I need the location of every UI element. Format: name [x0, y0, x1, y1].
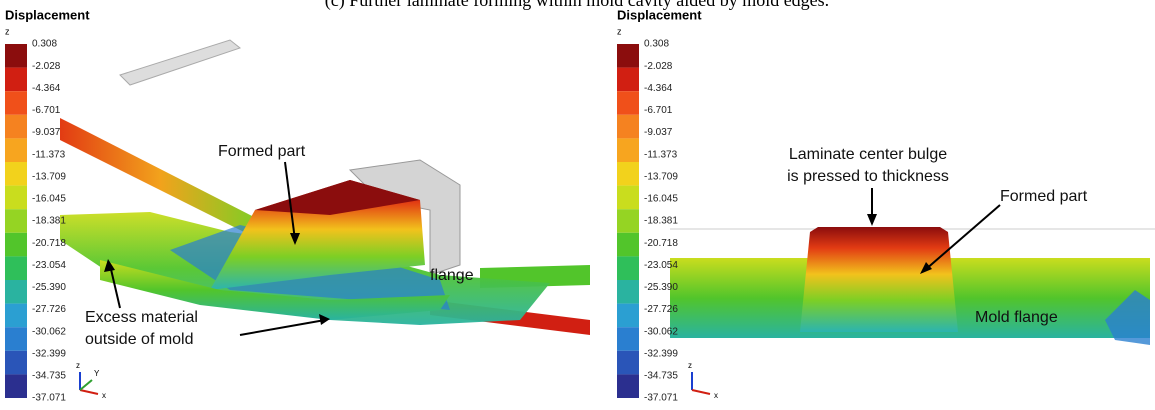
- triad-label: Y: [94, 369, 100, 378]
- legend-swatch: [5, 256, 27, 280]
- legend-value: -2.028: [644, 61, 673, 72]
- legend-value: -20.718: [644, 238, 678, 249]
- legend-value: -34.735: [644, 371, 678, 382]
- triad-axis: [80, 380, 92, 390]
- legend-value: -32.399: [32, 348, 66, 359]
- legend-swatch: [617, 209, 639, 233]
- legend-value: -6.701: [644, 105, 673, 116]
- legend-value: -23.054: [644, 260, 678, 271]
- legend-swatch: [5, 351, 27, 375]
- legend-value: -11.373: [32, 149, 66, 160]
- legend-value: -2.028: [32, 61, 61, 72]
- legend-value: -25.390: [644, 282, 678, 293]
- legend-swatch: [5, 327, 27, 351]
- triad-axis: [692, 390, 710, 394]
- legend-swatch: [617, 138, 639, 162]
- legend-swatch: [5, 280, 27, 304]
- axis-label: z: [5, 26, 10, 36]
- legend-value: -27.726: [32, 304, 66, 315]
- legend-value: -6.701: [32, 105, 61, 116]
- triad-label: x: [714, 391, 718, 400]
- legend-swatch: [617, 68, 639, 92]
- legend-swatch: [5, 115, 27, 139]
- legend-value: -18.381: [644, 216, 678, 227]
- annotation: is pressed to thickness: [787, 168, 949, 185]
- legend-swatch: [5, 374, 27, 398]
- legend-value: -9.037: [32, 127, 61, 138]
- legend-swatch: [5, 68, 27, 92]
- legend-swatch: [617, 162, 639, 186]
- annotation: Formed part: [218, 143, 306, 160]
- legend-swatch: [617, 233, 639, 257]
- legend-swatch: [617, 256, 639, 280]
- legend-swatch: [617, 351, 639, 375]
- legend-swatch: [5, 138, 27, 162]
- legend-value: -16.045: [32, 194, 66, 205]
- legend-swatch: [617, 115, 639, 139]
- legend-swatch: [617, 304, 639, 328]
- legend-value: -23.054: [32, 260, 66, 271]
- annotation: Mold flange: [975, 309, 1058, 326]
- legend-value: -37.071: [644, 393, 678, 404]
- legend-swatch: [5, 162, 27, 186]
- triad-label: z: [76, 361, 80, 370]
- right-scene: [670, 227, 1155, 345]
- triad-axis: [80, 390, 98, 394]
- legend-value: -27.726: [644, 304, 678, 315]
- legend-value: -25.390: [32, 282, 66, 293]
- legend-swatch: [5, 209, 27, 233]
- legend-value: 0.308: [644, 39, 669, 50]
- annotation: outside of mold: [85, 331, 194, 348]
- legend-value: -37.071: [32, 393, 66, 404]
- legend-swatch: [617, 44, 639, 68]
- annotation: Excess material: [85, 309, 198, 326]
- legend-value: -4.364: [32, 83, 61, 94]
- legend-swatch: [617, 327, 639, 351]
- legend-value: -30.062: [32, 326, 66, 337]
- left-scene: [60, 40, 590, 335]
- legend-title: Displacement: [5, 7, 90, 22]
- axis-label: z: [617, 26, 622, 36]
- legend-title: Displacement: [617, 7, 702, 22]
- figure: (c) Further laminate forming within mold…: [0, 0, 1155, 405]
- legend-value: -18.381: [32, 216, 66, 227]
- legend-swatch: [5, 44, 27, 68]
- legend-value: -13.709: [32, 171, 66, 182]
- legend-value: -9.037: [644, 127, 673, 138]
- legend-value: -34.735: [32, 371, 66, 382]
- legend-swatch: [617, 280, 639, 304]
- triad-label: z: [688, 361, 692, 370]
- caption: (c) Further laminate forming within mold…: [325, 0, 829, 11]
- annotation: flange: [430, 267, 474, 284]
- legend-value: -16.045: [644, 194, 678, 205]
- legend-swatch: [617, 186, 639, 210]
- legend-swatch: [5, 233, 27, 257]
- triad-label: x: [102, 391, 106, 400]
- legend-swatch: [5, 186, 27, 210]
- annotation: Formed part: [1000, 188, 1088, 205]
- legend-value: -4.364: [644, 83, 673, 94]
- legend-value: -20.718: [32, 238, 66, 249]
- annotation: Laminate center bulge: [789, 146, 947, 163]
- legend-value: -11.373: [644, 149, 678, 160]
- legend-value: -13.709: [644, 171, 678, 182]
- legend-value: -32.399: [644, 348, 678, 359]
- legend-swatch: [617, 374, 639, 398]
- legend-swatch: [5, 91, 27, 115]
- legend-swatch: [617, 91, 639, 115]
- legend-value: -30.062: [644, 326, 678, 337]
- legend-swatch: [5, 304, 27, 328]
- legend-value: 0.308: [32, 39, 57, 50]
